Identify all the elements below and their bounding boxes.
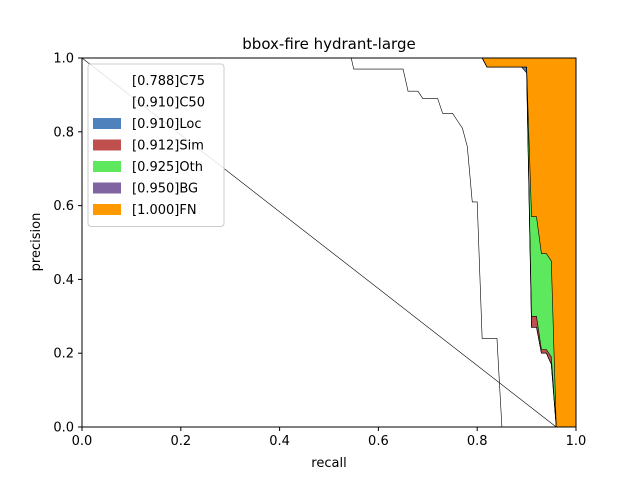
legend-label-0-910-loc: [0.910]Loc xyxy=(132,117,201,132)
legend-label-0-788-c75: [0.788]C75 xyxy=(132,74,205,89)
x-tick-label: 0.8 xyxy=(467,434,488,449)
legend-label-0-910-c50: [0.910]C50 xyxy=(132,96,205,111)
y-tick-label: 0.4 xyxy=(53,273,74,288)
axes-frame xyxy=(81,57,577,428)
legend-label-0-912-sim: [0.912]Sim xyxy=(132,139,204,154)
chart-title: bbox-fire hydrant-large xyxy=(242,35,415,53)
y-tick-label: 0.8 xyxy=(53,125,74,140)
legend-swatch-0-910-loc xyxy=(93,118,121,129)
line--0-788-c75 xyxy=(82,58,503,427)
legend-label-1-000-fn: [1.000]FN xyxy=(132,203,197,218)
x-axis-label: recall xyxy=(311,456,346,471)
x-tick-label: 1.0 xyxy=(566,434,587,449)
y-tick-label: 0.6 xyxy=(53,199,74,214)
y-axis-label: precision xyxy=(29,213,44,272)
y-tick-label: 0.2 xyxy=(53,347,74,362)
line--0-925-oth xyxy=(82,58,557,427)
legend: [0.788]C75 [0.910]C50 [0.910]Loc [0.912]Sim… xyxy=(87,63,225,227)
legend-swatch-0-950-bg xyxy=(93,182,121,194)
legend-swatch-0-925-oth xyxy=(93,161,121,172)
y-axis-ticks: 0.0 0.2 0.4 0.6 0.8 1.0 xyxy=(53,52,82,436)
x-tick-label: 0.4 xyxy=(269,434,290,449)
y-tick-label: 0.0 xyxy=(53,421,74,436)
legend-box xyxy=(87,63,225,227)
x-tick-label: 0.6 xyxy=(368,434,389,449)
legend-swatch-1-000-fn xyxy=(93,204,121,215)
y-tick-label: 1.0 xyxy=(53,52,74,67)
line-layers xyxy=(82,58,557,427)
legend-swatch-0-912-sim xyxy=(93,139,121,151)
legend-label-0-925-oth: [0.925]Oth xyxy=(132,160,203,175)
x-axis-ticks: 0.0 0.2 0.4 0.6 0.8 1.0 xyxy=(72,427,587,449)
legend-label-0-950-bg: [0.950]BG xyxy=(132,182,198,197)
x-tick-label: 0.2 xyxy=(170,434,191,449)
x-tick-label: 0.0 xyxy=(72,434,93,449)
